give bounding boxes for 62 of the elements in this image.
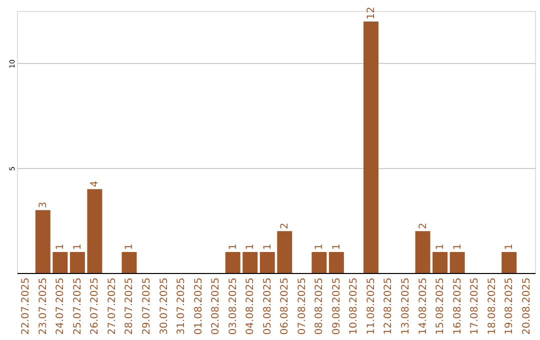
data-label: 1 (435, 244, 446, 250)
data-label: 1 (55, 244, 66, 250)
data-label: 1 (504, 244, 516, 250)
bar (122, 252, 137, 273)
bar (260, 252, 275, 273)
x-tick-label: 15.08.2025 (435, 278, 446, 335)
data-label: 1 (245, 244, 256, 250)
x-tick-label: 22.07.2025 (20, 278, 32, 335)
bar (312, 252, 327, 273)
data-label: 1 (452, 244, 464, 250)
bar (432, 252, 448, 273)
bar (277, 231, 292, 273)
data-label: 2 (280, 222, 291, 230)
data-label: 1 (228, 244, 239, 250)
data-label: 1 (72, 244, 84, 250)
x-tick-label: 13.08.2025 (400, 278, 412, 335)
bar (225, 252, 240, 273)
x-tick-label: 19.08.2025 (504, 278, 516, 335)
x-tick-label: 30.07.2025 (158, 278, 170, 335)
data-label: 1 (124, 244, 136, 250)
bar (70, 252, 85, 273)
x-tick-label: 14.08.2025 (418, 278, 429, 335)
data-label: 1 (314, 244, 326, 250)
bar (242, 252, 258, 273)
x-tick-label: 11.08.2025 (366, 278, 377, 335)
x-tick-label: 23.07.2025 (38, 278, 49, 335)
x-tick-label: 28.07.2025 (124, 278, 136, 335)
data-label: 2 (418, 222, 429, 230)
x-tick-label: 12.08.2025 (383, 278, 394, 335)
bar (328, 252, 344, 273)
x-tick-label: 16.08.2025 (452, 278, 464, 335)
bar (52, 252, 68, 273)
x-tick-label: 06.08.2025 (280, 278, 291, 335)
x-tick-label: 18.08.2025 (486, 278, 498, 335)
x-tick-label: 17.08.2025 (470, 278, 481, 335)
data-label: 1 (331, 244, 342, 250)
x-tick-label: 04.08.2025 (245, 278, 256, 335)
bar (502, 252, 517, 273)
x-tick-label: 24.07.2025 (55, 278, 66, 335)
x-tick-label: 10.08.2025 (348, 278, 360, 335)
x-tick-label: 27.07.2025 (106, 278, 118, 335)
data-label: 1 (262, 244, 274, 250)
x-tick-label: 08.08.2025 (314, 278, 326, 335)
x-tick-label: 03.08.2025 (228, 278, 239, 335)
bar (415, 231, 430, 273)
x-tick-label: 09.08.2025 (331, 278, 342, 335)
data-label: 4 (90, 180, 101, 188)
x-tick-label: 01.08.2025 (193, 278, 204, 335)
x-tick-label: 26.07.2025 (90, 278, 101, 335)
x-tick-label: 25.07.2025 (72, 278, 84, 335)
x-tick-label: 07.08.2025 (296, 278, 308, 335)
bar (363, 21, 378, 273)
x-tick-label: 31.07.2025 (176, 278, 188, 335)
data-label: 3 (38, 202, 49, 208)
x-tick-label: 02.08.2025 (210, 278, 222, 335)
bar (450, 252, 465, 273)
data-label: 12 (366, 6, 377, 20)
x-tick-label: 20.08.2025 (521, 278, 532, 335)
bar (35, 210, 50, 273)
bar (87, 189, 102, 273)
x-tick-label: 29.07.2025 (142, 278, 152, 335)
x-tick-label: 05.08.2025 (262, 278, 274, 335)
